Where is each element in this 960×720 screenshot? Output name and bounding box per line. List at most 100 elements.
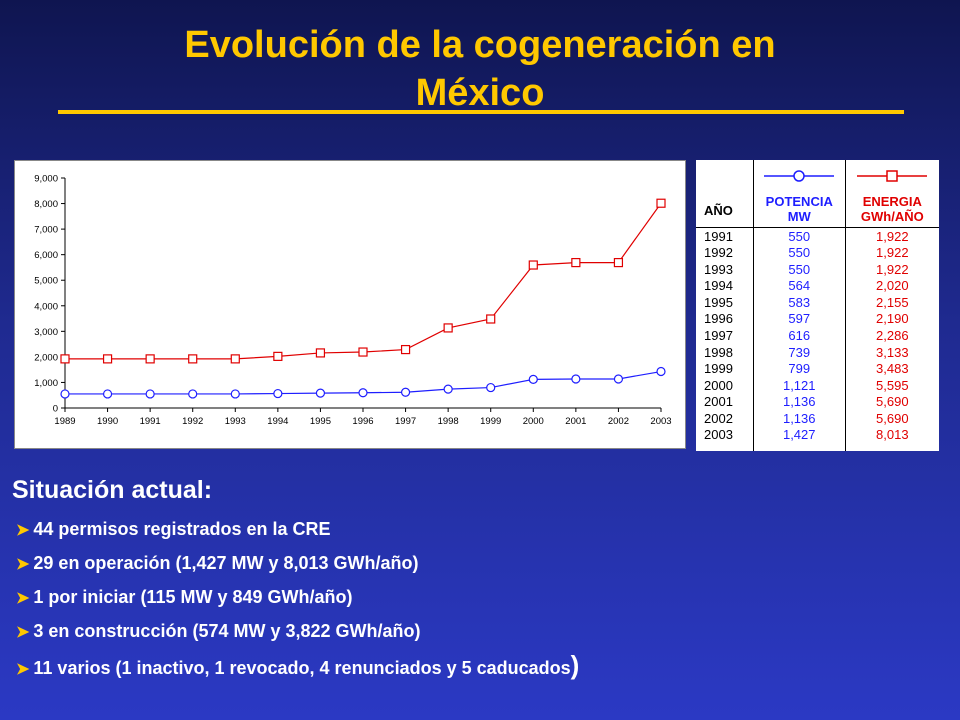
table-row: 2001 1,136 5,690 [696,393,939,410]
x-tick-label: 2001 [565,416,586,427]
y-tick-label: 0 [53,404,58,415]
x-tick-label: 1996 [352,416,373,427]
list-item: ➤ 44 permisos registrados en la CRE [16,516,936,550]
closing-paren: ) [570,650,580,680]
data-point-circle [400,387,411,397]
cell-potencia: 550 [753,244,846,262]
list-item: ➤ 29 en operación (1,427 MW y 8,013 GWh/a… [16,550,936,584]
table-row: 1999 799 3,483 [696,360,939,377]
status-heading: Situación actual: [12,476,213,504]
cell-year: 2001 [696,393,754,410]
data-point-circle [613,374,624,384]
data-point-square [358,347,368,357]
cell-energia: 3,133 [876,344,909,360]
arrow-bullet-icon: ➤ [16,624,30,641]
y-tick-label: 6,000 [34,250,58,261]
cell-year: 1999 [696,360,754,377]
data-point-circle [230,389,240,399]
data-point-square [230,354,240,364]
legend-row [696,160,939,194]
x-tick-label: 1999 [480,416,501,427]
y-tick-label: 8,000 [34,199,58,210]
data-table-panel: AÑO POTENCIA MW ENERGIA GWh/AÑO 1991 550 1… [696,160,939,451]
table-row: 1994 564 2,020 [696,277,939,295]
header-year: AÑO [696,194,754,229]
data-point-square [315,348,326,358]
list-item-text: 3 en construcción (574 MW y 3,822 GWh/añ… [33,621,421,641]
cell-potencia: 739 [753,343,846,361]
table-row: 1991 550 1,922 [696,227,939,245]
data-point-circle [358,388,368,398]
y-tick-label: 4,000 [34,301,58,312]
data-point-square [188,354,198,364]
cell-year: 1991 [696,227,754,245]
data-point-circle [571,374,581,384]
cell-potencia: 550 [753,261,846,278]
x-tick-label: 1997 [395,416,416,427]
arrow-bullet-icon: ➤ [16,590,30,607]
list-item: ➤ 1 por iniciar (115 MW y 849 GWh/año) [16,584,936,618]
cell-energia: 2,190 [876,311,909,327]
cell-year: 2003 [696,426,754,443]
y-tick-label: 7,000 [34,225,58,236]
data-point-square [60,354,70,364]
table-header-row: AÑO POTENCIA MW ENERGIA GWh/AÑO [696,194,939,229]
cell-year: 1992 [696,244,754,262]
cell-potencia: 550 [753,227,846,245]
table-row: 2002 1,136 5,690 [696,409,939,427]
data-point-circle [528,374,538,384]
x-tick-label: 1990 [97,416,118,427]
table-row-spacer [696,443,939,451]
x-tick-label: 1993 [225,416,246,427]
arrow-bullet-icon: ➤ [16,556,30,573]
line-chart-svg: 0 1,000 2,000 3,000 4,000 5,000 6,000 7,000 8,00… [34,174,671,428]
cell-potencia: 799 [753,360,846,377]
data-table: AÑO POTENCIA MW ENERGIA GWh/AÑO 1991 550 1… [696,160,939,451]
data-point-circle [60,389,70,399]
table-row: 2000 1,121 5,595 [696,376,939,394]
data-point-circle [486,382,496,393]
cell-year: 1997 [696,327,754,344]
data-point-circle [102,389,113,399]
cell-year: 1996 [696,310,754,328]
list-item: ➤ 11 varios (1 inactivo, 1 revocado, 4 re… [16,652,936,686]
list-item-text: 1 por iniciar (115 MW y 849 GWh/año) [33,587,353,607]
table-row: 1997 616 2,286 [696,327,939,344]
data-point-circle [273,388,283,399]
slide-title-line1: Evolución de la cogeneración en [184,24,776,66]
header-energia: ENERGIA GWh/AÑO [845,194,939,229]
cell-year: 1995 [696,294,754,311]
cell-potencia: 583 [753,294,846,311]
cell-potencia: 1,121 [753,376,846,394]
cell-energia: 5,690 [876,410,909,426]
table-row: 2003 1,427 8,013 [696,426,939,443]
cell-year: 1998 [696,343,754,361]
status-list: ➤ 44 permisos registrados en la CRE ➤ 29 e… [16,516,936,686]
data-point-circle [656,366,666,377]
x-tick-label: 1995 [310,416,331,427]
series-line-square [65,202,662,360]
line-chart: 0 1,000 2,000 3,000 4,000 5,000 6,000 7,000 8,00… [14,160,686,449]
cell-year: 2000 [696,376,754,394]
header-potencia-line1: POTENCIA [765,194,833,209]
list-item: ➤ 3 en construcción (574 MW y 3,822 GWh/a… [16,618,936,652]
y-tick-label: 1,000 [34,378,58,389]
title-underline [58,110,904,114]
table-row: 1995 583 2,155 [696,294,939,311]
cell-potencia: 1,427 [753,426,846,443]
cell-energia: 2,155 [876,294,909,310]
header-potencia: POTENCIA MW [753,194,846,229]
header-potencia-line2: MW [787,209,811,224]
x-tick-label: 1991 [140,416,161,427]
x-tick-label: 1989 [54,416,75,427]
header-energia-line1: ENERGIA [862,194,922,209]
list-item-text: 44 permisos registrados en la CRE [33,519,331,539]
data-point-square [443,323,453,333]
cell-energia: 3,483 [876,361,909,377]
table-row: 1993 550 1,922 [696,261,939,278]
table-row: 1992 550 1,922 [696,244,939,262]
cell-potencia: 1,136 [753,393,846,410]
cell-energia: 1,922 [876,261,909,277]
cell-potencia: 1,136 [753,409,846,427]
x-tick-label: 1992 [182,416,203,427]
